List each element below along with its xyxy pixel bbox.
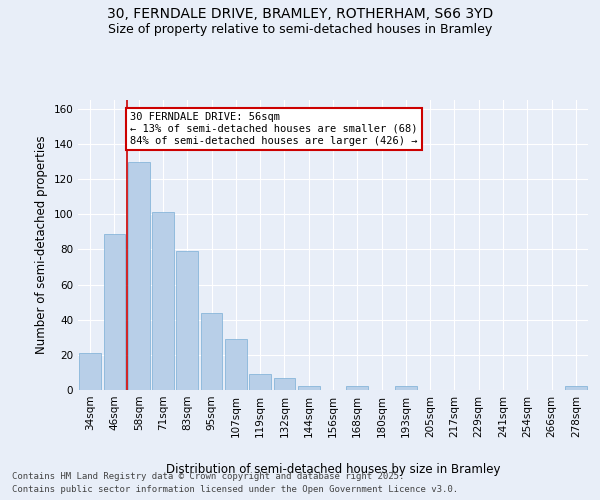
Text: Contains public sector information licensed under the Open Government Licence v3: Contains public sector information licen… <box>12 485 458 494</box>
Bar <box>274 378 295 390</box>
Bar <box>128 162 149 390</box>
Text: Distribution of semi-detached houses by size in Bramley: Distribution of semi-detached houses by … <box>166 462 500 475</box>
Bar <box>395 386 417 390</box>
Bar <box>152 212 174 390</box>
Bar <box>79 353 101 390</box>
Bar <box>249 374 271 390</box>
Y-axis label: Number of semi-detached properties: Number of semi-detached properties <box>35 136 48 354</box>
Bar <box>176 251 198 390</box>
Text: Contains HM Land Registry data © Crown copyright and database right 2025.: Contains HM Land Registry data © Crown c… <box>12 472 404 481</box>
Bar <box>200 312 223 390</box>
Bar <box>565 386 587 390</box>
Text: 30 FERNDALE DRIVE: 56sqm
← 13% of semi-detached houses are smaller (68)
84% of s: 30 FERNDALE DRIVE: 56sqm ← 13% of semi-d… <box>130 112 418 146</box>
Bar <box>346 386 368 390</box>
Text: 30, FERNDALE DRIVE, BRAMLEY, ROTHERHAM, S66 3YD: 30, FERNDALE DRIVE, BRAMLEY, ROTHERHAM, … <box>107 8 493 22</box>
Bar <box>298 386 320 390</box>
Text: Size of property relative to semi-detached houses in Bramley: Size of property relative to semi-detach… <box>108 22 492 36</box>
Bar <box>225 339 247 390</box>
Bar <box>104 234 125 390</box>
